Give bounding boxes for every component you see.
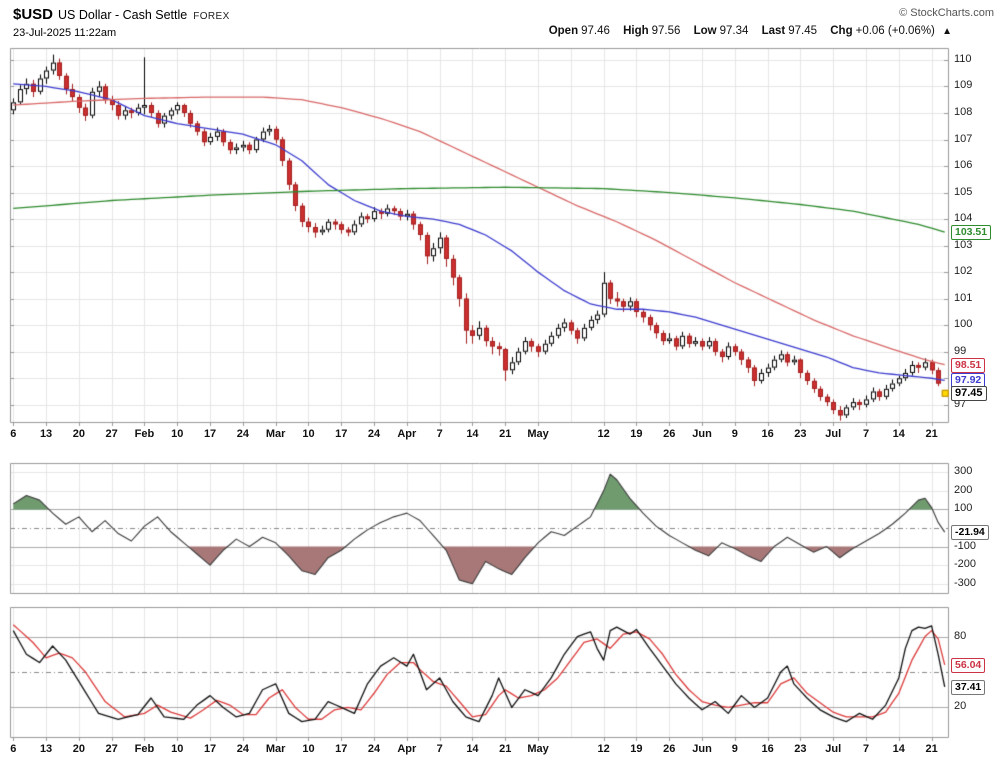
- chg-label: Chg: [830, 25, 853, 37]
- low-value: 97.34: [719, 25, 749, 37]
- low-label: Low: [693, 25, 717, 37]
- last-label: Last: [761, 25, 786, 37]
- ma-green-price-tag: 103.51: [951, 225, 992, 241]
- stochastic-red-value-tag: 56.04: [951, 657, 986, 673]
- high-label: High: [623, 25, 649, 37]
- chart-datetime: 23-Jul-2025 11:22am: [13, 27, 117, 39]
- stockcharts-credit-link[interactable]: © StockCharts.com: [899, 7, 994, 19]
- up-triangle-icon: ▲: [942, 26, 952, 37]
- high-value: 97.56: [651, 25, 681, 37]
- ma-red-price-tag: 98.51: [951, 357, 986, 373]
- exchange-label: FOREX: [193, 11, 230, 22]
- chg-value: +0.06 (+0.06%): [855, 25, 935, 37]
- ticker-symbol: $USD: [13, 6, 54, 23]
- open-label: Open: [548, 25, 579, 37]
- stochastic-black-value-tag: 37.41: [951, 679, 986, 695]
- chart-header: $USD US Dollar - Cash Settle FOREX 23-Jul-…: [13, 6, 230, 39]
- last-value: 97.45: [788, 25, 818, 37]
- instrument-name: US Dollar - Cash Settle: [58, 8, 188, 22]
- ohlc-quote-row: Open 97.46 High 97.56 Low 97.34 Last 97.45 C…: [539, 25, 952, 37]
- last-price-tag: 97.45: [951, 385, 987, 401]
- oscillator-value-tag: -21.94: [951, 525, 989, 541]
- open-value: 97.46: [581, 25, 610, 37]
